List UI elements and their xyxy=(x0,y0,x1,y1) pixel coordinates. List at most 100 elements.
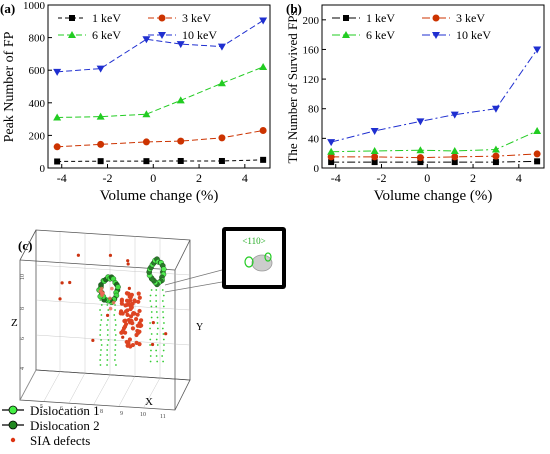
data-point xyxy=(327,153,335,161)
dislocation-trail xyxy=(106,364,108,366)
x-tick-label: -4 xyxy=(331,171,341,185)
dislocation-node xyxy=(115,284,121,290)
inset-direction-label: <110> xyxy=(242,236,265,246)
legend-marker xyxy=(69,15,75,21)
sia-defect xyxy=(151,320,155,325)
dislocation-trail xyxy=(161,327,164,330)
sia-defect xyxy=(76,253,80,257)
sia-defect xyxy=(127,286,131,290)
sia-defect xyxy=(128,295,133,300)
data-point xyxy=(327,147,336,155)
sia-defect xyxy=(121,335,125,339)
sia-defect xyxy=(119,301,124,306)
svg-text:11: 11 xyxy=(160,414,166,420)
y-tick-label: 1000 xyxy=(23,0,46,12)
svg-text:10: 10 xyxy=(140,412,146,418)
3d-grid xyxy=(19,232,191,408)
dislocation-trail xyxy=(162,333,165,335)
sia-defect xyxy=(135,312,140,317)
data-point xyxy=(176,41,185,49)
sia-defect xyxy=(68,280,72,285)
dislocation-trail xyxy=(99,329,102,331)
dislocation-trail xyxy=(163,344,165,346)
sia-defect xyxy=(134,340,139,345)
y-tick-label: 160 xyxy=(303,44,320,56)
data-point xyxy=(53,143,61,151)
dislocation-trail xyxy=(149,294,152,297)
dislocation-trail xyxy=(161,355,164,357)
sia-defect-cloud xyxy=(58,253,168,349)
svg-text:8: 8 xyxy=(100,409,103,415)
y-tick-label: 400 xyxy=(29,98,46,110)
dislocation-trail xyxy=(163,322,165,324)
dislocation-trail xyxy=(162,316,165,319)
data-point xyxy=(96,65,105,73)
sia-defect xyxy=(130,301,135,306)
svg-text:7: 7 xyxy=(80,408,83,414)
sia-defect xyxy=(123,322,129,327)
sia-defect xyxy=(99,286,104,291)
x-tick-label: -4 xyxy=(57,171,67,185)
series-line xyxy=(57,130,264,148)
legend-label: 10 keV xyxy=(182,28,217,42)
data-point xyxy=(142,110,151,118)
sia-defect xyxy=(119,297,125,302)
y-tick-label: 40 xyxy=(308,133,320,145)
x-tick-label: 2 xyxy=(196,171,202,185)
dislocation-trail xyxy=(155,311,158,313)
data-point xyxy=(451,153,459,161)
legend-marker xyxy=(158,32,166,39)
y-tick-label: 0 xyxy=(40,163,46,175)
legend-marker xyxy=(8,405,18,415)
sia-defect xyxy=(134,316,139,322)
legend-marker xyxy=(8,420,18,430)
data-point xyxy=(534,158,541,165)
series-line xyxy=(57,66,264,118)
series-line xyxy=(57,159,264,162)
dislocation-trail xyxy=(149,355,152,357)
y-tick-label: 0 xyxy=(314,163,320,175)
panel-label-b: (b) xyxy=(286,1,302,16)
data-point xyxy=(96,112,105,120)
sia-defect xyxy=(123,318,128,323)
defect-3d-panel: (c) 5 xyxy=(2,227,286,448)
legend-label: 1 keV xyxy=(92,11,121,25)
y-axis-label-b: The Number of Survived FPs xyxy=(285,10,300,163)
legend-label: 6 keV xyxy=(92,28,121,42)
dislocation-trail xyxy=(156,360,159,363)
dislocation-trail xyxy=(107,309,110,311)
data-point xyxy=(97,158,104,165)
data-point xyxy=(450,111,459,119)
dislocation-trail xyxy=(162,338,165,341)
chart-panel-b: (b) -4 -2 0 2 4 0 40 80 120 160 200 1 keV 3 keV 6 k… xyxy=(285,1,545,204)
dislocation-trail xyxy=(114,309,116,311)
data-point xyxy=(328,159,335,166)
data-point xyxy=(491,105,500,113)
dislocation-trail xyxy=(100,319,103,321)
dislocation-trail xyxy=(155,289,158,291)
dislocation-trail xyxy=(150,311,153,313)
dislocation-trail xyxy=(162,349,165,352)
sia-defect xyxy=(123,303,128,308)
data-point xyxy=(142,36,151,44)
dislocation-trail xyxy=(150,289,153,291)
data-point xyxy=(218,157,225,164)
data-point xyxy=(259,62,268,70)
data-point xyxy=(416,146,425,154)
sia-defect xyxy=(131,311,136,316)
dislocation-trail xyxy=(100,344,103,346)
svg-text:6: 6 xyxy=(60,406,63,412)
data-point xyxy=(218,134,226,142)
series-line xyxy=(57,20,264,73)
dislocation-trail xyxy=(114,324,117,326)
y-tick-label: 600 xyxy=(29,65,46,77)
svg-text:4: 4 xyxy=(20,367,26,370)
inset-110: <110> xyxy=(222,227,286,289)
dislocation-trail xyxy=(107,339,110,341)
legend-label: Dislocation 2 xyxy=(30,418,100,433)
dislocation-trail xyxy=(114,354,117,356)
sia-defect xyxy=(130,342,136,348)
dislocation-trail xyxy=(150,305,153,308)
